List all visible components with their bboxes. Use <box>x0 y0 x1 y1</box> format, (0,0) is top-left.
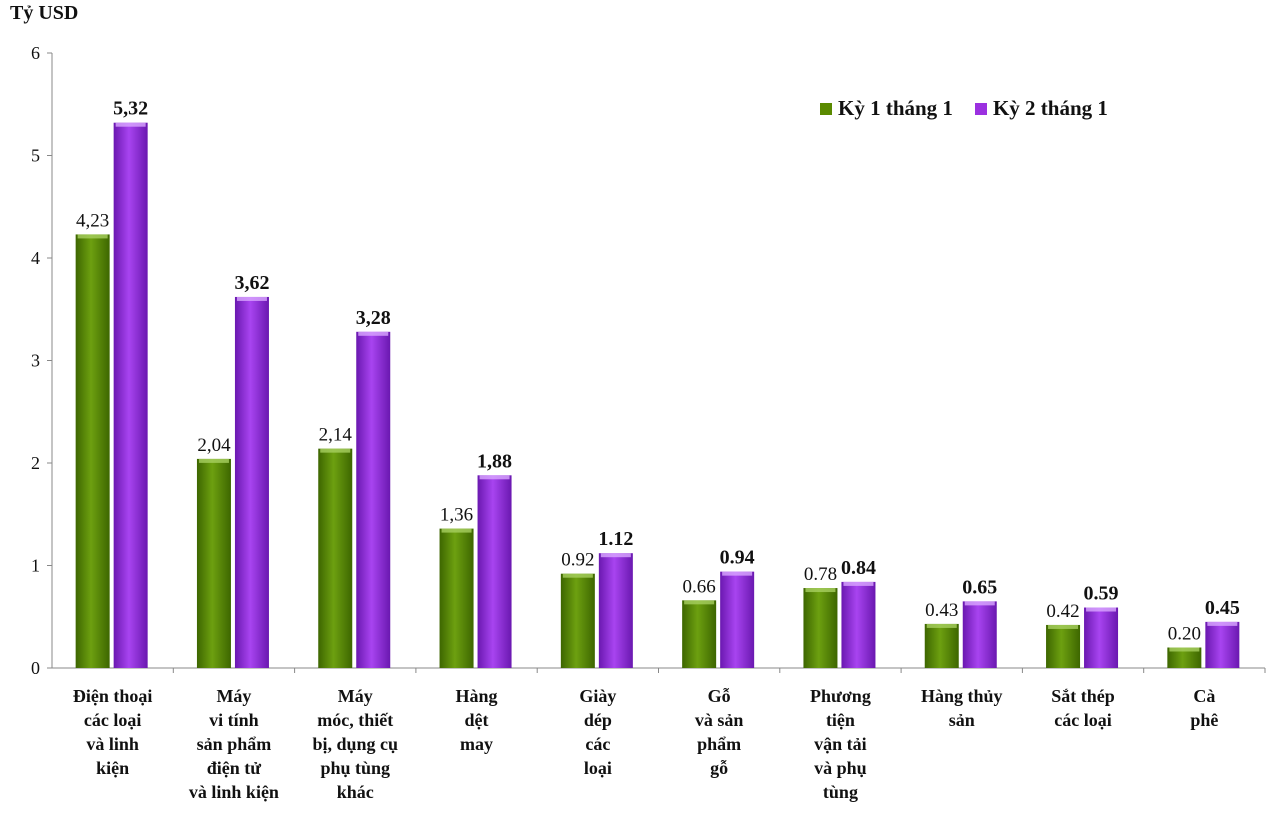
bar-2-7 <box>841 581 876 668</box>
data-label: 0.94 <box>720 547 755 569</box>
bar-2-10 <box>1205 621 1240 668</box>
data-label: 5,32 <box>113 98 148 120</box>
data-label: 0.66 <box>683 576 716 597</box>
y-tick-label: 4 <box>31 248 40 268</box>
data-label: 1,88 <box>477 450 512 472</box>
data-label: 0.78 <box>804 564 837 585</box>
bar-highlight <box>77 234 108 239</box>
bar-highlight <box>722 571 753 576</box>
x-tick-label: Phương tiện vận tải và phụ tùng <box>810 686 871 802</box>
legend: Kỳ 1 tháng 1 Kỳ 2 tháng 1 <box>820 96 1108 121</box>
x-tick-label: Sắt thép các loại <box>1051 686 1115 730</box>
bar-highlight <box>358 331 389 336</box>
bar-1-1 <box>75 234 110 669</box>
bar-2-1 <box>113 122 148 668</box>
bar-highlight <box>926 623 957 628</box>
legend-swatch <box>974 102 987 115</box>
legend-swatch <box>820 102 832 115</box>
x-tick-label: Máy vi tính sản phẩm điện tử và linh kiệ… <box>188 686 279 802</box>
bar-1-3 <box>318 448 353 668</box>
x-tick-label: Máy móc, thiết bị, dụng cụ phụ tùng khác <box>312 686 399 802</box>
data-label: 0.65 <box>962 576 997 598</box>
y-tick-label: 3 <box>31 351 40 371</box>
bar-2-5 <box>598 553 633 668</box>
bar-highlight <box>843 581 874 586</box>
data-label: 0.59 <box>1084 583 1119 605</box>
bar-highlight <box>1086 607 1117 612</box>
bar-2-3 <box>356 331 391 668</box>
y-tick-label: 5 <box>31 146 40 166</box>
bar-1-4 <box>439 528 474 668</box>
x-tick-label: Gỗ và sản phẩm gỗ <box>694 686 744 778</box>
bar-highlight <box>115 122 146 127</box>
bar-2-4 <box>477 475 512 668</box>
bar-1-7 <box>803 588 838 668</box>
x-tick-label: Giày dép các loại <box>579 686 617 778</box>
y-tick-label: 2 <box>31 453 40 473</box>
bar-highlight <box>1169 647 1200 652</box>
bar-1-5 <box>560 573 595 668</box>
data-label: 1,36 <box>440 505 473 526</box>
bar-1-9 <box>1046 624 1081 668</box>
bar-1-8 <box>924 623 959 668</box>
y-tick-label: 1 <box>31 556 40 576</box>
bar-2-8 <box>962 601 997 668</box>
data-label: 4,23 <box>76 210 109 231</box>
x-tick-label: Hàng dệt may <box>455 686 498 754</box>
data-label: 2,14 <box>319 425 353 446</box>
bar-highlight <box>600 553 631 558</box>
x-tick-label: Cà phê <box>1190 686 1219 730</box>
y-tick-label: 6 <box>31 43 40 63</box>
data-label: 0.45 <box>1205 597 1240 619</box>
data-label: 3,28 <box>356 307 391 329</box>
data-label: 0.20 <box>1168 624 1201 645</box>
data-label: 2,04 <box>197 435 231 456</box>
data-label: 0.42 <box>1046 601 1079 622</box>
bar-1-10 <box>1167 647 1202 668</box>
data-label: 0.92 <box>561 550 594 571</box>
bar-2-6 <box>720 571 755 668</box>
data-label: 3,62 <box>234 272 269 294</box>
x-tick-label: Hàng thủy sản <box>920 686 1003 730</box>
data-label: 1.12 <box>598 528 633 550</box>
bar-2-2 <box>234 296 269 668</box>
legend-item-series-2: Kỳ 2 tháng 1 <box>974 96 1108 121</box>
bar-highlight <box>1207 621 1238 626</box>
bar-highlight <box>441 528 472 533</box>
y-tick-label: 0 <box>31 658 40 678</box>
bar-highlight <box>562 573 593 578</box>
x-tick-label: Điện thoại các loại và linh kiện <box>72 686 153 778</box>
bar-highlight <box>320 448 351 453</box>
legend-item-series-1: Kỳ 1 tháng 1 <box>820 96 953 121</box>
bar-highlight <box>1048 624 1079 629</box>
bar-highlight <box>236 296 267 301</box>
bar-highlight <box>198 458 229 463</box>
legend-label: Kỳ 1 tháng 1 <box>838 96 953 120</box>
bar-highlight <box>684 600 715 605</box>
data-label: 0.43 <box>925 600 958 621</box>
bar-2-9 <box>1084 607 1119 668</box>
bar-highlight <box>479 475 510 480</box>
y-axis-label: Tỷ USD <box>10 2 79 24</box>
legend-label: Kỳ 2 tháng 1 <box>992 96 1108 120</box>
bar-highlight <box>805 588 836 593</box>
bar-highlight <box>964 601 995 606</box>
bar-1-2 <box>196 458 231 668</box>
data-label: 0.84 <box>841 557 876 579</box>
bar-1-6 <box>682 600 717 668</box>
